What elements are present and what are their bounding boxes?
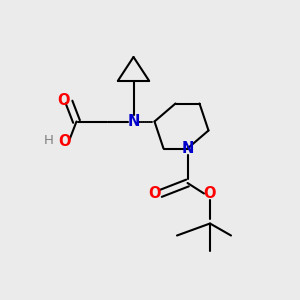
Text: O: O bbox=[204, 186, 216, 201]
Text: H: H bbox=[44, 134, 53, 148]
Text: O: O bbox=[57, 93, 69, 108]
Text: O: O bbox=[58, 134, 71, 148]
Text: O: O bbox=[148, 186, 161, 201]
Text: N: N bbox=[181, 141, 194, 156]
Text: N: N bbox=[127, 114, 140, 129]
